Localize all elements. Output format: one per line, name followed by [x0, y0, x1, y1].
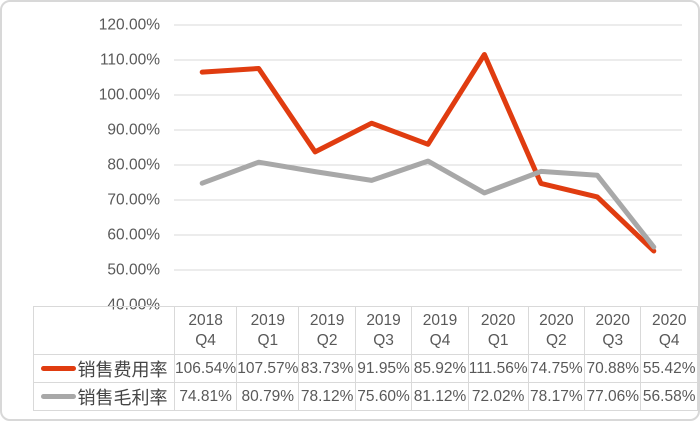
value-cell: 74.75%: [527, 354, 586, 383]
legend-line-icon: [40, 366, 76, 371]
y-axis-tick-label: 90.00%: [107, 122, 160, 139]
value-cell: 78.12%: [298, 382, 356, 411]
value-cell: 80.79%: [236, 382, 300, 411]
value-cell: 107.57%: [236, 354, 300, 383]
category-header-2019-q2: 2019 Q2: [298, 306, 356, 355]
series-line-expense-ratio: [199, 52, 657, 254]
legend-cell: 销售费用率: [33, 354, 175, 383]
y-axis-tick-label: 120.00%: [99, 17, 160, 34]
series-name: 销售毛利率: [77, 387, 168, 408]
category-header-2020-q4: 2020 Q4: [640, 306, 698, 355]
y-axis-tick-label: 110.00%: [100, 52, 160, 69]
value-cell: 72.02%: [467, 382, 529, 411]
series-name: 销售费用率: [77, 359, 168, 380]
y-axis-tick-label: 100.00%: [99, 87, 160, 104]
legend-line-icon: [40, 394, 76, 399]
y-axis-tick-label: 80.00%: [107, 157, 160, 174]
value-cell: 91.95%: [354, 354, 413, 383]
value-cell: 78.17%: [527, 382, 586, 411]
value-cell: 55.42%: [640, 354, 698, 383]
y-axis-tick-label: 50.00%: [107, 262, 160, 279]
series-line-gross-margin: [199, 158, 657, 250]
category-header-2019-q1: 2019 Q1: [236, 306, 300, 355]
series-row-expense-ratio: 销售费用率 106.54% 107.57% 83.73% 91.95% 85.92% 111…: [33, 354, 698, 383]
value-cell: 83.73%: [298, 354, 356, 383]
value-cell: 56.58%: [640, 382, 698, 411]
category-header-2020-q2: 2020 Q2: [527, 306, 586, 355]
category-header-2019-q3: 2019 Q3: [354, 306, 413, 355]
y-axis-tick-label: 60.00%: [107, 227, 160, 244]
value-cell: 85.92%: [411, 354, 469, 383]
table-corner-spacer: [33, 306, 175, 355]
data-table: 2018 Q4 2019 Q1 2019 Q2 2019 Q3 2019 Q4 2020 Q1 2020…: [33, 306, 698, 411]
series-row-gross-margin: 销售毛利率 74.81% 80.79% 78.12% 75.60% 81.12% 72.02…: [33, 382, 698, 411]
category-header-2020-q3: 2020 Q3: [584, 306, 642, 355]
y-axis-tick-label: 70.00%: [107, 192, 160, 209]
value-cell: 77.06%: [584, 382, 642, 411]
category-header-2019-q4: 2019 Q4: [411, 306, 469, 355]
value-cell: 75.60%: [354, 382, 413, 411]
category-header-2018-q4: 2018 Q4: [173, 306, 238, 355]
value-cell: 74.81%: [173, 382, 238, 411]
table-header-row: 2018 Q4 2019 Q1 2019 Q2 2019 Q3 2019 Q4 2020 Q1 2020…: [33, 306, 698, 355]
category-header-2020-q1: 2020 Q1: [467, 306, 529, 355]
legend-cell: 销售毛利率: [33, 382, 175, 411]
value-cell: 111.56%: [467, 354, 529, 383]
value-cell: 81.12%: [411, 382, 469, 411]
value-cell: 106.54%: [173, 354, 238, 383]
value-cell: 70.88%: [584, 354, 642, 383]
